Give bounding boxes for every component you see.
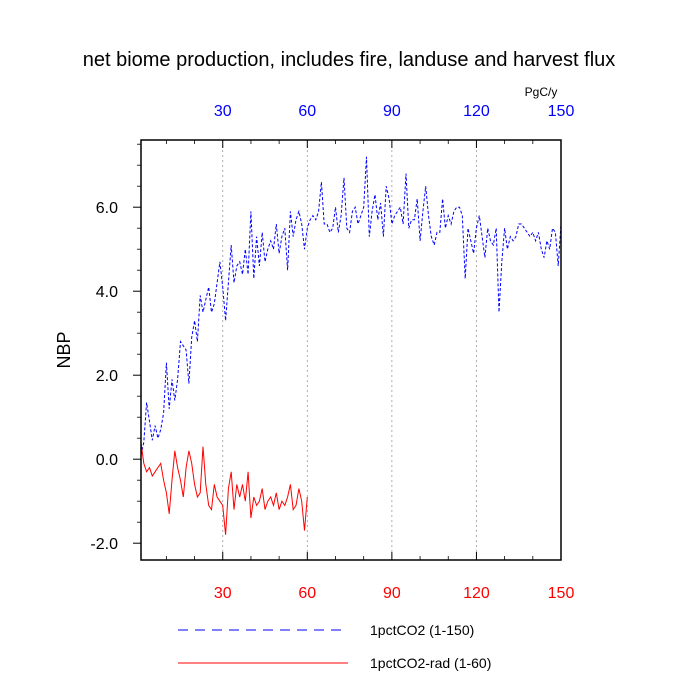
x-tick-label-bottom: 120 bbox=[463, 585, 490, 602]
x-tick-label-top: 60 bbox=[298, 103, 316, 120]
y-tick-label: -2.0 bbox=[90, 536, 118, 553]
y-tick-label: 4.0 bbox=[96, 284, 118, 301]
axis-ticks: 30 30 60 60 90 90 120 120 150 150 -2.0 0.0 2.0 4.0 6.0 bbox=[90, 103, 574, 602]
y-tick-label: 2.0 bbox=[96, 368, 118, 385]
series-line-2 bbox=[140, 442, 308, 535]
top-axis-unit: PgC/y bbox=[525, 85, 558, 99]
plot-frame bbox=[140, 139, 562, 561]
series-line-1 bbox=[140, 156, 562, 456]
x-tick-label-top: 30 bbox=[214, 103, 232, 120]
x-tick-label-bottom: 60 bbox=[298, 585, 316, 602]
x-tick-label-top: 120 bbox=[463, 103, 490, 120]
chart-title: net biome production, includes fire, lan… bbox=[83, 49, 616, 71]
series-layer bbox=[140, 156, 562, 535]
x-tick-label-bottom: 90 bbox=[383, 585, 401, 602]
y-tick-label: 6.0 bbox=[96, 200, 118, 217]
x-tick-label-top: 150 bbox=[548, 103, 575, 120]
legend-label-2: 1pctCO2-rad (1-60) bbox=[370, 655, 491, 671]
y-axis-label: NBP bbox=[54, 331, 74, 368]
grid-lines bbox=[222, 140, 477, 560]
x-tick-label-bottom: 150 bbox=[548, 585, 575, 602]
legend: 1pctCO2 (1-150) 1pctCO2-rad (1-60) bbox=[178, 622, 491, 671]
x-tick-label-top: 90 bbox=[383, 103, 401, 120]
y-tick-label: 0.0 bbox=[96, 452, 118, 469]
legend-label-1: 1pctCO2 (1-150) bbox=[370, 622, 474, 638]
x-tick-label-bottom: 30 bbox=[214, 585, 232, 602]
